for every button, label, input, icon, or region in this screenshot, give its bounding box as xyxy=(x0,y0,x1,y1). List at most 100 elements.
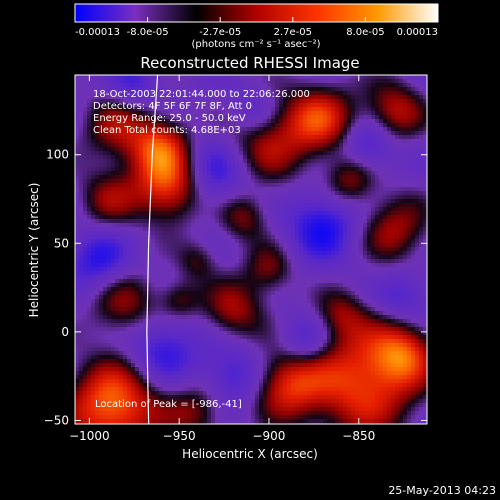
heatmap-cell xyxy=(123,291,127,295)
heatmap-cell xyxy=(375,163,379,167)
heatmap-cell xyxy=(299,91,303,95)
heatmap-cell xyxy=(367,99,371,103)
heatmap-cell xyxy=(399,167,403,171)
heatmap-cell xyxy=(303,167,307,171)
heatmap-cell xyxy=(207,155,211,159)
heatmap-cell xyxy=(191,295,195,299)
heatmap-cell xyxy=(255,143,259,147)
heatmap-cell xyxy=(263,299,267,303)
heatmap-cell xyxy=(111,299,115,303)
heatmap-cell xyxy=(119,291,123,295)
heatmap-cell xyxy=(263,151,267,155)
heatmap-cell xyxy=(155,263,159,267)
heatmap-cell xyxy=(319,259,323,263)
heatmap-cell xyxy=(367,111,371,115)
heatmap-cell xyxy=(407,115,411,119)
heatmap-cell xyxy=(311,155,315,159)
heatmap-cell xyxy=(91,195,95,199)
heatmap-cell xyxy=(291,259,295,263)
heatmap-cell xyxy=(187,195,191,199)
heatmap-cell xyxy=(179,231,183,235)
heatmap-cell xyxy=(335,155,339,159)
heatmap-cell xyxy=(219,259,223,263)
heatmap-cell xyxy=(191,211,195,215)
heatmap-cell xyxy=(207,219,211,223)
heatmap-cell xyxy=(223,107,227,111)
heatmap-cell xyxy=(347,155,351,159)
heatmap-cell xyxy=(363,243,367,247)
heatmap-cell xyxy=(419,247,423,251)
heatmap-cell xyxy=(423,143,427,147)
heatmap-cell xyxy=(375,263,379,267)
heatmap-cell xyxy=(371,79,375,83)
heatmap-cell xyxy=(191,207,195,211)
heatmap-cell xyxy=(351,95,355,99)
heatmap-cell xyxy=(187,247,191,251)
heatmap-cell xyxy=(263,175,267,179)
heatmap-cell xyxy=(139,179,143,183)
heatmap-cell xyxy=(311,231,315,235)
heatmap-cell xyxy=(339,115,343,119)
heatmap-cell xyxy=(171,219,175,223)
heatmap-cell xyxy=(347,167,351,171)
heatmap-cell xyxy=(311,203,315,207)
heatmap-cell xyxy=(295,195,299,199)
heatmap-cell xyxy=(75,99,79,103)
heatmap-cell xyxy=(151,227,155,231)
heatmap-cell xyxy=(171,103,175,107)
heatmap-cell xyxy=(127,203,131,207)
heatmap-cell xyxy=(127,87,131,91)
heatmap-cell xyxy=(299,179,303,183)
heatmap-cell xyxy=(207,299,211,303)
heatmap-cell xyxy=(407,203,411,207)
heatmap-cell xyxy=(379,111,383,115)
heatmap-cell xyxy=(115,159,119,163)
heatmap-cell xyxy=(335,115,339,119)
heatmap-cell xyxy=(355,295,359,299)
heatmap-cell xyxy=(203,291,207,295)
heatmap-cell xyxy=(83,283,87,287)
heatmap-cell xyxy=(99,291,103,295)
heatmap-cell xyxy=(259,279,263,283)
heatmap-cell xyxy=(179,211,183,215)
heatmap-cell xyxy=(335,139,339,143)
heatmap-cell xyxy=(315,243,319,247)
heatmap-cell xyxy=(167,87,171,91)
heatmap-cell xyxy=(327,151,331,155)
heatmap-cell xyxy=(279,103,283,107)
heatmap-cell xyxy=(155,283,159,287)
heatmap-cell xyxy=(119,223,123,227)
heatmap-cell xyxy=(339,147,343,151)
heatmap-cell xyxy=(219,123,223,127)
heatmap-cell xyxy=(227,139,231,143)
heatmap-cell xyxy=(155,139,159,143)
heatmap-cell xyxy=(163,107,167,111)
heatmap-cell xyxy=(339,219,343,223)
colorbar-unit-label: (photons cm⁻² s⁻¹ asec⁻²) xyxy=(191,39,320,50)
heatmap-cell xyxy=(423,123,427,127)
heatmap-cell xyxy=(183,259,187,263)
heatmap-cell xyxy=(263,287,267,291)
heatmap-cell xyxy=(391,215,395,219)
heatmap-cell xyxy=(399,243,403,247)
heatmap-cell xyxy=(143,295,147,299)
heatmap-cell xyxy=(315,167,319,171)
heatmap-cell xyxy=(131,199,135,203)
heatmap-cell xyxy=(355,83,359,87)
heatmap-cell xyxy=(175,203,179,207)
heatmap-cell xyxy=(403,231,407,235)
heatmap-cell xyxy=(147,127,151,131)
heatmap-cell xyxy=(383,175,387,179)
heatmap-cell xyxy=(119,203,123,207)
heatmap-cell xyxy=(339,87,343,91)
heatmap-cell xyxy=(271,139,275,143)
heatmap-cell xyxy=(83,211,87,215)
heatmap-cell xyxy=(319,179,323,183)
heatmap-cell xyxy=(163,227,167,231)
heatmap-cell xyxy=(127,135,131,139)
heatmap-cell xyxy=(247,83,251,87)
heatmap-cell xyxy=(207,99,211,103)
heatmap-cell xyxy=(251,127,255,131)
heatmap-cell xyxy=(295,159,299,163)
heatmap-cell xyxy=(223,155,227,159)
